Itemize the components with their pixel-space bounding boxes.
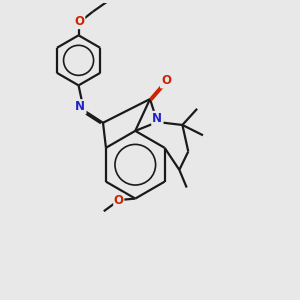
Text: N: N [75, 100, 85, 113]
Text: O: O [161, 74, 171, 87]
Text: O: O [74, 15, 84, 28]
Text: O: O [114, 194, 124, 207]
Text: N: N [152, 112, 162, 125]
